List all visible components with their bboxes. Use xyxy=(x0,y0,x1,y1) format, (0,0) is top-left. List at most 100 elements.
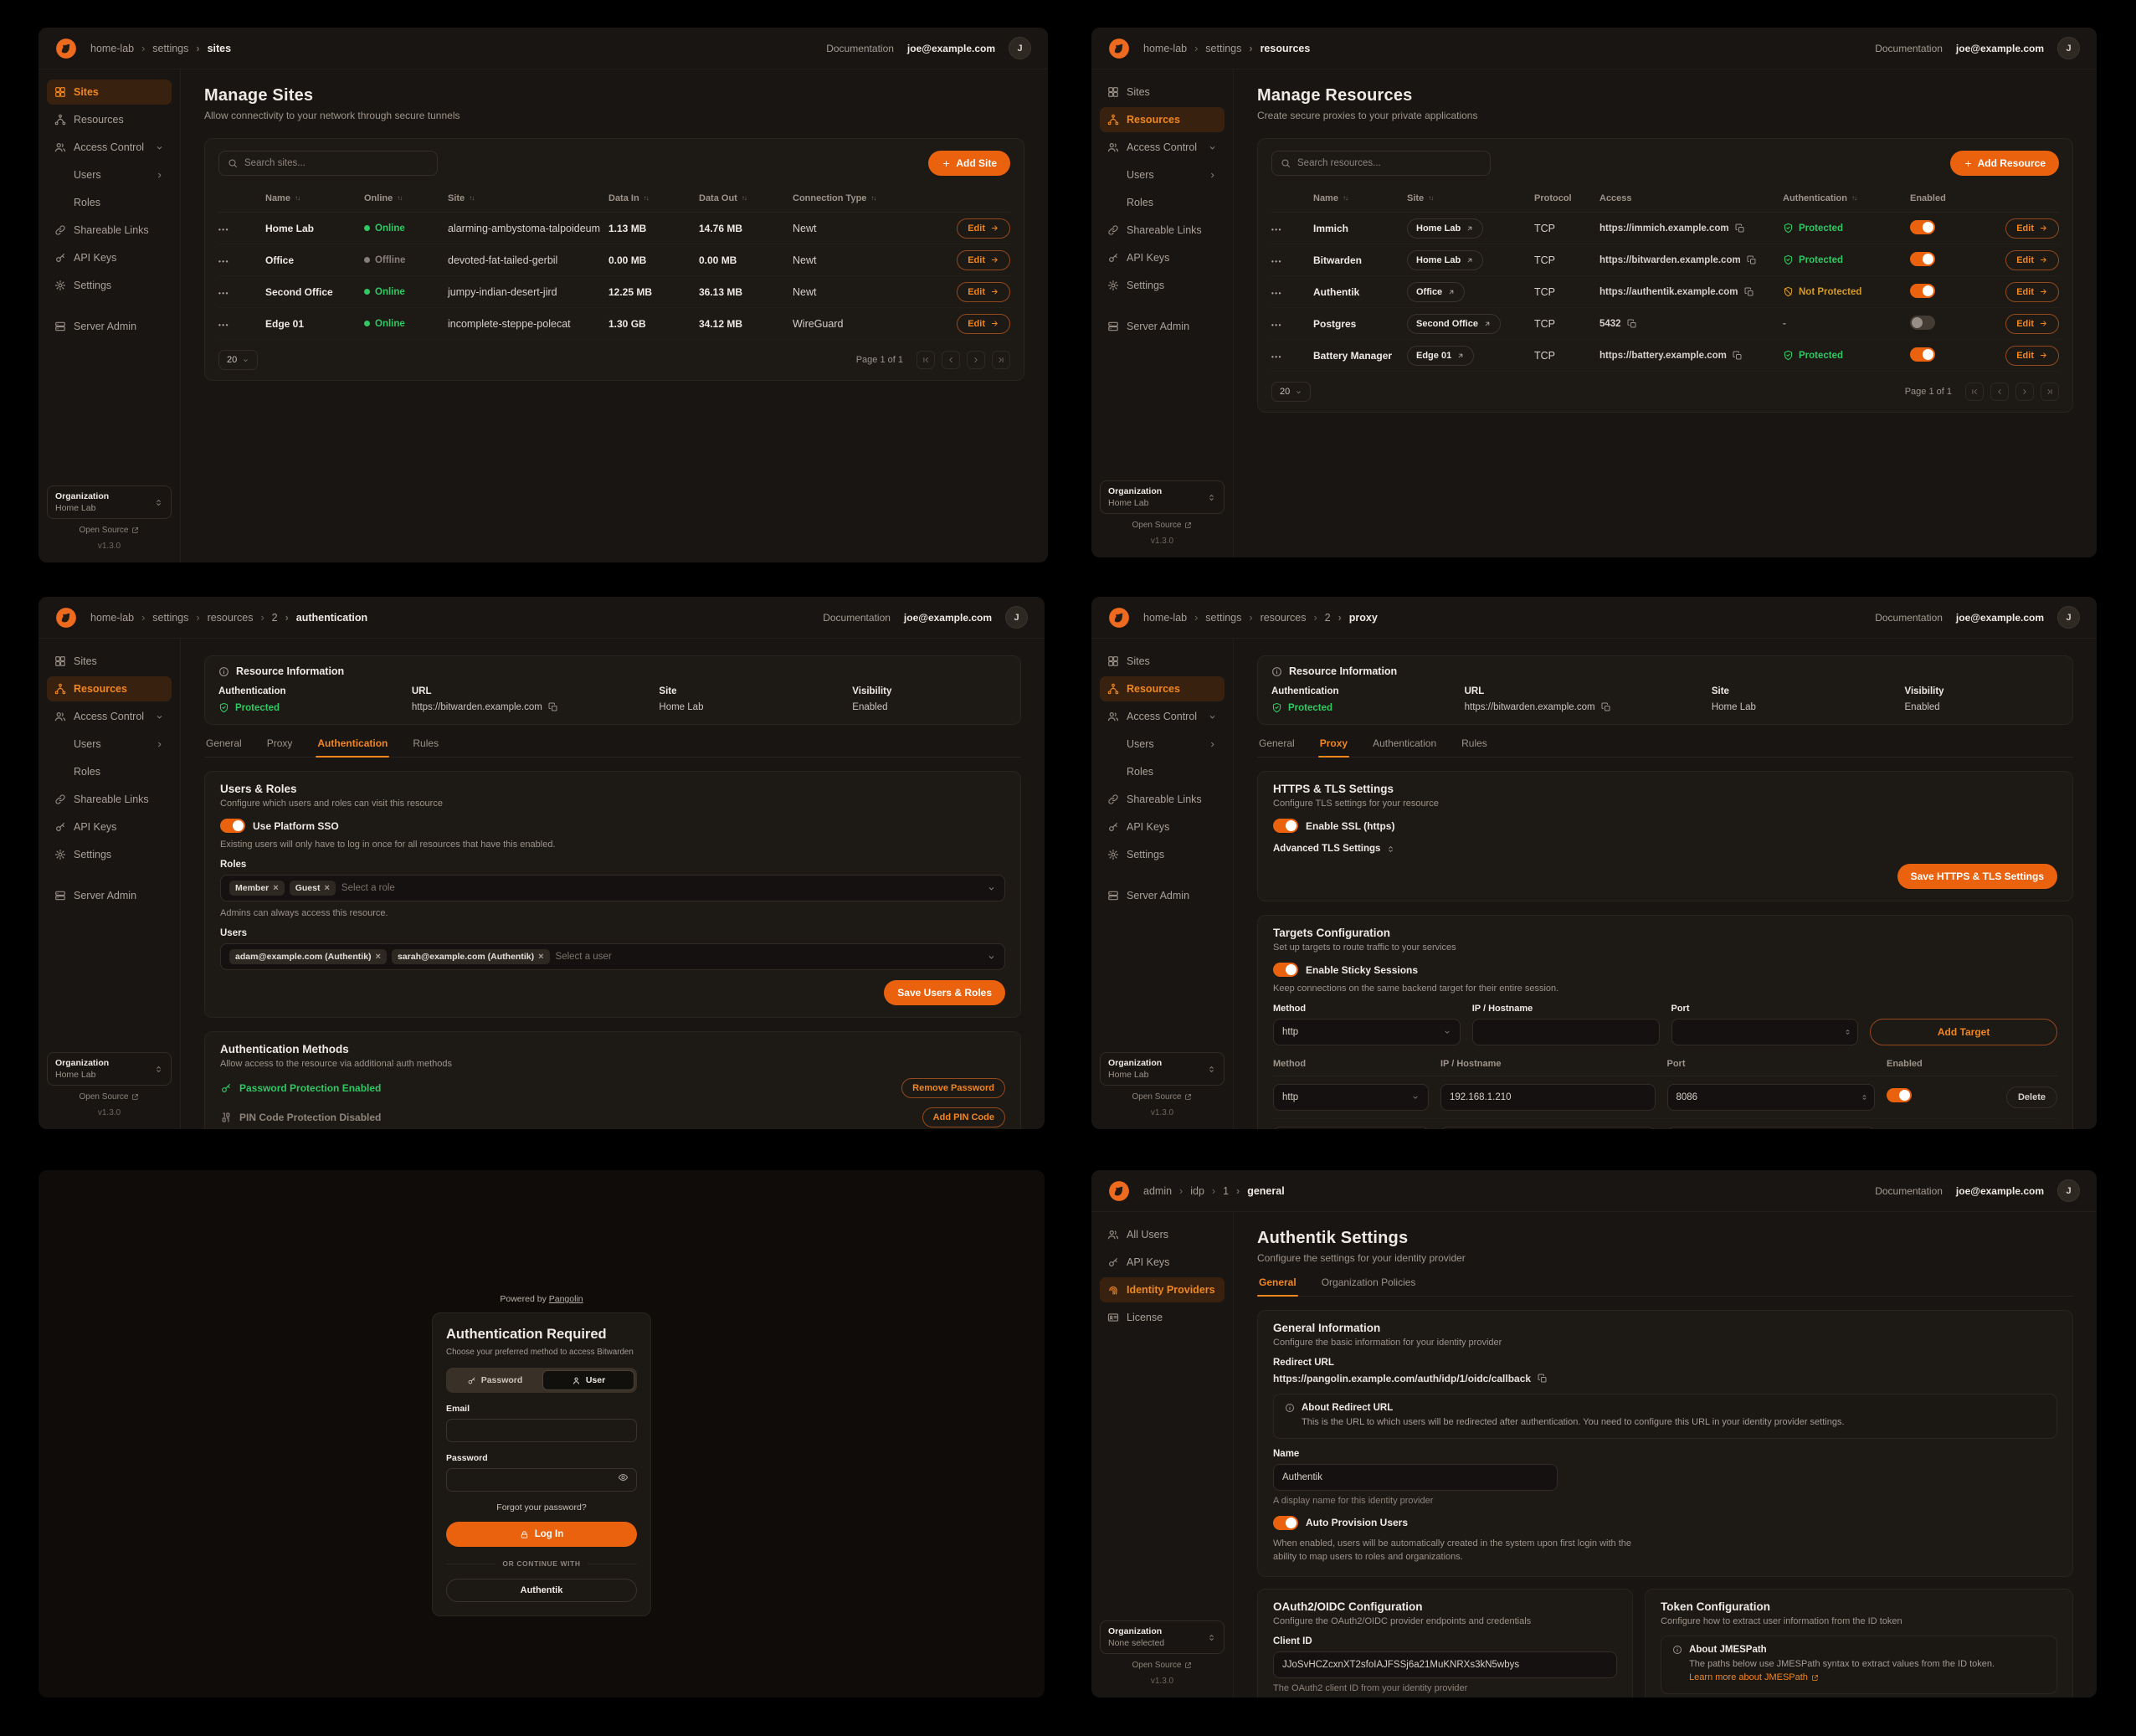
ip-hostname-input[interactable] xyxy=(1440,1127,1656,1129)
sidebar-item[interactable]: Roles xyxy=(47,759,172,784)
copy-icon[interactable] xyxy=(1744,287,1754,297)
sidebar-item[interactable]: API Keys xyxy=(1100,814,1225,840)
sidebar-item[interactable]: Users xyxy=(47,162,172,187)
sidebar-item[interactable]: Identity Providers xyxy=(1100,1277,1225,1302)
breadcrumb-item[interactable]: sites xyxy=(188,43,232,54)
copy-icon[interactable] xyxy=(1601,702,1611,712)
row-menu-icon[interactable] xyxy=(1271,254,1313,266)
role-chip[interactable]: Member xyxy=(229,881,285,896)
pangolin-link[interactable]: Pangolin xyxy=(548,1294,583,1304)
breadcrumb-item[interactable]: settings xyxy=(1187,612,1241,624)
number-stepper-icon[interactable] xyxy=(1844,1029,1851,1036)
user-chip[interactable]: sarah@example.com (Authentik) xyxy=(391,949,550,964)
roles-multiselect[interactable]: MemberGuest Select a role xyxy=(220,875,1005,901)
log-in-button[interactable]: Log In xyxy=(446,1522,637,1547)
tab[interactable]: Authentication xyxy=(316,737,390,758)
row-menu-icon[interactable] xyxy=(218,318,265,330)
breadcrumb-item[interactable]: resources xyxy=(188,612,254,624)
first-page-button[interactable] xyxy=(1965,383,1984,401)
row-menu-icon[interactable] xyxy=(1271,223,1313,234)
enabled-toggle[interactable] xyxy=(1910,219,1935,234)
breadcrumb-item[interactable]: authentication xyxy=(278,612,367,624)
user-method-tab[interactable]: User xyxy=(542,1370,634,1390)
breadcrumb-item[interactable]: settings xyxy=(134,43,188,54)
method-select[interactable]: http xyxy=(1273,1019,1461,1045)
enabled-toggle[interactable] xyxy=(1910,251,1935,266)
access-url[interactable]: 5432 xyxy=(1599,318,1621,329)
role-chip[interactable]: Guest xyxy=(289,881,336,896)
authentik-sso-button[interactable]: Authentik xyxy=(446,1579,637,1602)
row-menu-icon[interactable] xyxy=(218,254,265,266)
row-menu-icon[interactable] xyxy=(218,223,265,234)
sidebar-item[interactable]: Resources xyxy=(1100,676,1225,701)
sidebar-item[interactable]: Users xyxy=(1100,732,1225,757)
email-field[interactable] xyxy=(446,1419,637,1442)
breadcrumb-item[interactable]: idp xyxy=(1172,1185,1204,1197)
sidebar-item[interactable]: API Keys xyxy=(47,245,172,270)
sidebar-item[interactable]: API Keys xyxy=(1100,245,1225,270)
row-menu-icon[interactable] xyxy=(1271,350,1313,362)
prev-page-button[interactable] xyxy=(942,351,960,369)
avatar[interactable]: J xyxy=(2057,1179,2080,1202)
access-url[interactable]: https://authentik.example.com xyxy=(1599,286,1738,297)
ip-hostname-input[interactable] xyxy=(1440,1084,1656,1111)
sidebar-item[interactable]: Shareable Links xyxy=(47,218,172,243)
breadcrumb-item[interactable]: admin xyxy=(1143,1184,1173,1197)
enabled-toggle[interactable] xyxy=(1910,347,1935,362)
enabled-toggle[interactable] xyxy=(1910,283,1935,298)
breadcrumb-item[interactable]: settings xyxy=(1187,43,1241,54)
copy-icon[interactable] xyxy=(1627,319,1637,329)
sidebar-item[interactable]: Access Control xyxy=(1100,135,1225,160)
jmespath-learn-more-link[interactable]: Learn more about JMESPath xyxy=(1689,1672,1819,1685)
avatar[interactable]: J xyxy=(1009,37,1031,59)
organization-selector[interactable]: Organization None selected xyxy=(1100,1620,1225,1654)
column-header[interactable]: Site xyxy=(1407,193,1534,203)
idp-name-input[interactable] xyxy=(1273,1463,1558,1491)
site-link[interactable]: Second Office xyxy=(1407,313,1501,334)
documentation-link[interactable]: Documentation xyxy=(1875,42,1943,54)
access-url[interactable]: https://immich.example.com xyxy=(1599,223,1729,234)
tab[interactable]: Proxy xyxy=(1317,737,1350,758)
eye-icon[interactable] xyxy=(618,1472,629,1483)
edit-button[interactable]: Edit xyxy=(2005,345,2059,366)
sidebar-item[interactable]: Resources xyxy=(47,107,172,132)
sidebar-item[interactable]: Access Control xyxy=(47,135,172,160)
sidebar-item[interactable]: Roles xyxy=(1100,190,1225,215)
method-select[interactable]: http xyxy=(1273,1127,1429,1129)
breadcrumb-item[interactable]: home-lab xyxy=(90,42,135,54)
breadcrumb-item[interactable]: 2 xyxy=(253,612,278,624)
column-header[interactable]: Online xyxy=(364,193,448,203)
next-page-button[interactable] xyxy=(967,351,985,369)
breadcrumb-item[interactable]: 1 xyxy=(1204,1185,1229,1197)
column-header[interactable]: Access xyxy=(1599,193,1632,203)
port-input[interactable] xyxy=(1671,1019,1859,1045)
sidebar-item[interactable]: Roles xyxy=(1100,759,1225,784)
edit-button[interactable]: Edit xyxy=(2005,281,2059,302)
page-size-select[interactable]: 20 xyxy=(218,350,259,370)
sidebar-item[interactable]: Settings xyxy=(1100,842,1225,867)
save-https-tls-button[interactable]: Save HTTPS & TLS Settings xyxy=(1897,864,2057,889)
add-site-button[interactable]: Add Site xyxy=(928,151,1010,176)
add-target-button[interactable]: Add Target xyxy=(1870,1019,2057,1045)
avatar[interactable]: J xyxy=(1005,606,1028,629)
tab[interactable]: General xyxy=(1259,737,1295,749)
sidebar-item[interactable]: Shareable Links xyxy=(1100,787,1225,812)
user-email[interactable]: joe@example.com xyxy=(903,611,992,624)
column-header[interactable]: Protocol xyxy=(1534,193,1572,203)
site-link[interactable]: Home Lab xyxy=(1407,218,1484,239)
edit-button[interactable]: Edit xyxy=(957,249,1010,270)
advanced-tls-settings-toggle[interactable]: Advanced TLS Settings xyxy=(1273,844,2057,854)
target-enabled-toggle[interactable] xyxy=(1886,1088,1912,1102)
edit-button[interactable]: Edit xyxy=(2005,313,2059,334)
save-users-roles-button[interactable]: Save Users & Roles xyxy=(884,980,1005,1005)
search-input[interactable] xyxy=(218,151,438,176)
tab[interactable]: Authentication xyxy=(1373,737,1437,749)
column-header[interactable]: Authentication xyxy=(1783,193,1910,203)
platform-sso-toggle[interactable] xyxy=(220,819,245,833)
sidebar-item[interactable]: License xyxy=(1100,1305,1225,1330)
add-resource-button[interactable]: Add Resource xyxy=(1949,151,2059,176)
sidebar-item[interactable]: Server Admin xyxy=(47,314,172,339)
site-link[interactable]: Home Lab xyxy=(1407,249,1484,270)
row-menu-icon[interactable] xyxy=(218,286,265,298)
breadcrumb-item[interactable]: general xyxy=(1229,1185,1284,1197)
